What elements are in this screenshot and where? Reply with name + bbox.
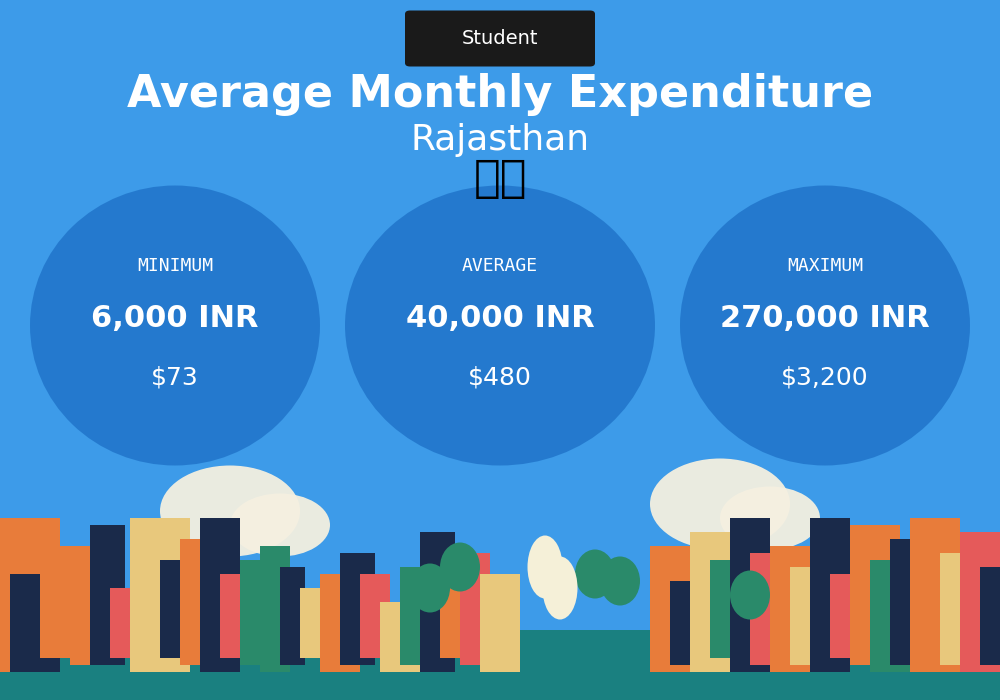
- Bar: [340, 553, 375, 665]
- Bar: [90, 525, 125, 665]
- Bar: [320, 574, 360, 672]
- Text: MINIMUM: MINIMUM: [137, 257, 213, 275]
- Text: $73: $73: [151, 366, 199, 390]
- Bar: [420, 532, 455, 672]
- Text: 🇮🇳: 🇮🇳: [473, 157, 527, 200]
- Bar: [220, 574, 250, 658]
- Ellipse shape: [345, 186, 655, 466]
- Text: Rajasthan: Rajasthan: [410, 123, 590, 157]
- Bar: [280, 567, 305, 665]
- Bar: [460, 553, 490, 665]
- FancyBboxPatch shape: [0, 630, 1000, 700]
- Bar: [380, 602, 420, 672]
- Ellipse shape: [720, 486, 820, 550]
- Bar: [980, 567, 1000, 665]
- Ellipse shape: [528, 536, 562, 598]
- Bar: [650, 546, 700, 672]
- Text: Student: Student: [462, 29, 538, 48]
- Bar: [440, 574, 475, 658]
- Bar: [40, 546, 95, 658]
- FancyBboxPatch shape: [405, 10, 595, 66]
- Bar: [110, 588, 140, 658]
- Ellipse shape: [542, 556, 578, 620]
- Bar: [830, 574, 860, 658]
- Bar: [480, 574, 520, 672]
- Bar: [940, 553, 975, 665]
- Text: $480: $480: [468, 366, 532, 390]
- Text: 40,000 INR: 40,000 INR: [406, 304, 594, 333]
- Text: $3,200: $3,200: [781, 366, 869, 390]
- Bar: [0, 518, 60, 672]
- Bar: [850, 525, 900, 665]
- Bar: [240, 560, 270, 665]
- Bar: [960, 532, 1000, 672]
- Text: AVERAGE: AVERAGE: [462, 257, 538, 275]
- Bar: [260, 546, 290, 672]
- Ellipse shape: [30, 186, 320, 466]
- Bar: [360, 574, 390, 658]
- Ellipse shape: [680, 186, 970, 466]
- Bar: [790, 567, 830, 665]
- Bar: [750, 553, 785, 665]
- Ellipse shape: [160, 466, 300, 556]
- Bar: [670, 581, 710, 665]
- Bar: [180, 539, 230, 665]
- Ellipse shape: [600, 556, 640, 606]
- Bar: [730, 518, 770, 672]
- Bar: [160, 560, 200, 658]
- Ellipse shape: [730, 570, 770, 620]
- Ellipse shape: [440, 542, 480, 592]
- Ellipse shape: [230, 494, 330, 556]
- Ellipse shape: [410, 564, 450, 612]
- Bar: [910, 518, 960, 672]
- Bar: [130, 518, 190, 672]
- Text: MAXIMUM: MAXIMUM: [787, 257, 863, 275]
- Bar: [890, 539, 930, 665]
- Bar: [10, 574, 60, 672]
- Bar: [810, 518, 850, 672]
- Bar: [300, 588, 340, 658]
- Ellipse shape: [650, 458, 790, 550]
- Ellipse shape: [575, 550, 615, 598]
- Bar: [870, 560, 910, 672]
- Bar: [200, 518, 240, 672]
- Bar: [70, 581, 110, 665]
- Text: 270,000 INR: 270,000 INR: [720, 304, 930, 333]
- Bar: [770, 546, 820, 672]
- Text: Average Monthly Expenditure: Average Monthly Expenditure: [127, 73, 873, 116]
- Text: 6,000 INR: 6,000 INR: [91, 304, 259, 333]
- Bar: [710, 560, 750, 658]
- Bar: [690, 532, 740, 672]
- Bar: [400, 567, 440, 665]
